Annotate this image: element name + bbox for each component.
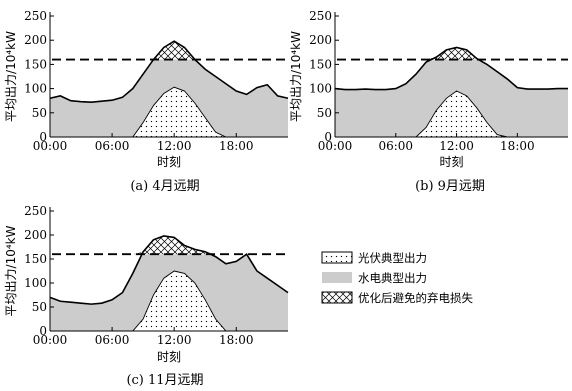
y-tick-label: 250 <box>24 9 47 23</box>
legend-label-pv: 光伏典型出力 <box>358 251 427 265</box>
y-axis-title: 平均出力/10⁴kW <box>4 31 18 122</box>
y-tick-label: 0 <box>39 324 47 338</box>
y-tick-label: 50 <box>317 106 332 120</box>
legend-label-hydro: 水电典型出力 <box>358 271 427 285</box>
x-tick-label: 06:00 <box>378 139 413 153</box>
legend-swatch-hydro <box>322 272 352 283</box>
pv-area <box>50 271 288 331</box>
legend-label-curtail: 优化后避免的弃电损失 <box>358 291 473 305</box>
chart-caption: (c) 11月远期 <box>126 373 203 388</box>
x-tick-label: 12:00 <box>439 139 474 153</box>
pv-area <box>50 87 288 137</box>
y-tick-label: 250 <box>309 9 332 23</box>
x-tick-label: 00:00 <box>318 139 353 153</box>
y-tick-label: 50 <box>32 106 47 120</box>
x-tick-label: 06:00 <box>95 333 130 347</box>
total-output-line <box>49 40 289 103</box>
chart-b: 0 50 100 150 200 250 00:00 06:00 12:00 18:00 时刻 平均出… <box>289 9 568 194</box>
x-tick-label: 06:00 <box>95 139 130 153</box>
x-tick-label: 00:00 <box>33 333 68 347</box>
curtailment-area <box>50 235 288 255</box>
x-axis-title: 时刻 <box>157 350 181 364</box>
y-tick-label: 100 <box>24 276 47 290</box>
x-tick-label: 00:00 <box>33 139 68 153</box>
y-axis-title: 平均出力/10⁴kW <box>4 225 18 316</box>
y-tick-label: 0 <box>324 130 332 144</box>
x-axis-title: 时刻 <box>157 155 181 169</box>
chart-caption: (a) 4月远期 <box>130 179 199 194</box>
curtailment-area <box>335 47 568 60</box>
total-output-line <box>49 235 289 305</box>
y-axis-title: 平均出力/10⁴kW <box>289 31 303 122</box>
y-tick-label: 100 <box>24 82 47 96</box>
pv-area <box>335 91 568 137</box>
x-tick-label: 18:00 <box>219 139 254 153</box>
y-tick-label: 100 <box>309 82 332 96</box>
total-output-line <box>334 46 568 91</box>
x-tick-label: 18:00 <box>219 333 254 347</box>
y-tick-label: 150 <box>309 57 332 71</box>
y-tick-label: 50 <box>32 300 47 314</box>
x-axis-title: 时刻 <box>439 155 463 169</box>
legend-swatch-curtail <box>321 291 353 304</box>
chart-caption: (b) 9月远期 <box>415 179 485 194</box>
x-tick-label: 18:00 <box>500 139 535 153</box>
chart-a: 0 50 100 150 200 250 00:00 06:00 12:00 18:00 时刻 平均出… <box>4 9 289 194</box>
curtailment-area <box>50 41 288 60</box>
x-tick-label: 12:00 <box>157 333 192 347</box>
y-tick-label: 250 <box>24 204 47 218</box>
y-tick-label: 0 <box>39 130 47 144</box>
legend-swatch-pv <box>321 251 353 264</box>
legend: 光伏典型出力 水电典型出力 优化后避免的弃电损失 <box>321 251 473 305</box>
y-tick-label: 200 <box>24 33 47 47</box>
y-tick-label: 150 <box>24 57 47 71</box>
chart-c: 0 50 100 150 200 250 00:00 06:00 12:00 18:00 时刻 平均出… <box>4 204 289 388</box>
y-tick-label: 200 <box>309 33 332 47</box>
x-tick-label: 12:00 <box>157 139 192 153</box>
y-tick-label: 150 <box>24 252 47 266</box>
y-tick-label: 200 <box>24 228 47 242</box>
